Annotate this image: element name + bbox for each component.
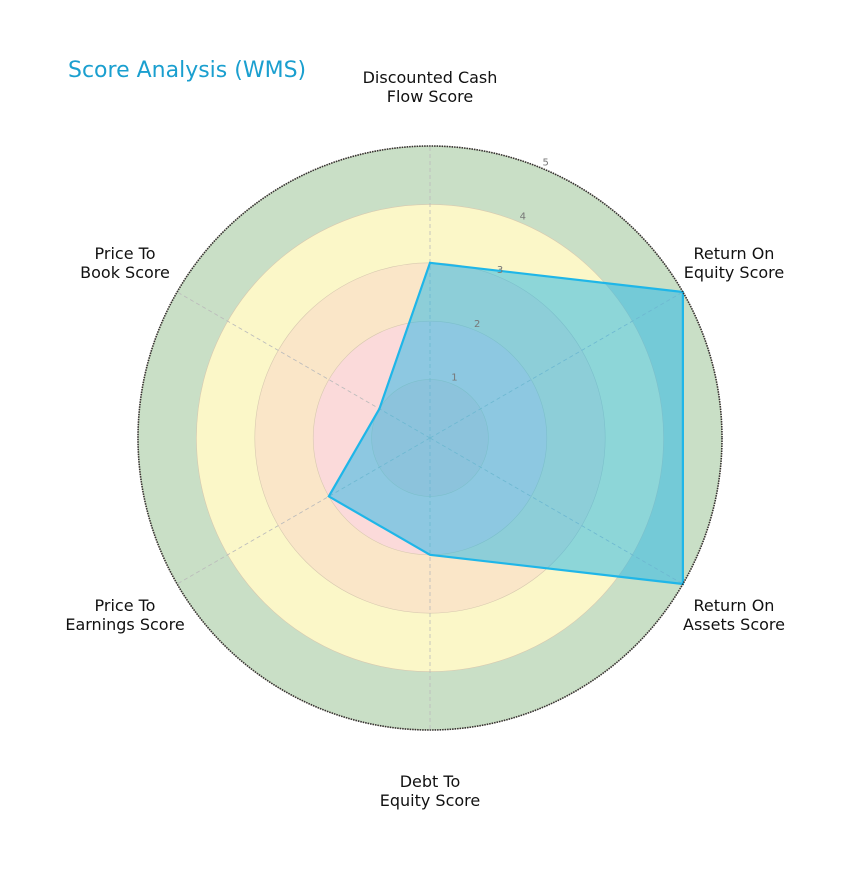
- radial-tick-label: 5: [543, 158, 549, 169]
- axis-label-debt-to-equity: Debt To Equity Score: [379, 772, 481, 810]
- axis-label-price-to-book: Price To Book Score: [80, 244, 170, 282]
- radial-tick-label: 3: [497, 265, 503, 276]
- axis-label-return-on-equity: Return On Equity Score: [683, 244, 785, 282]
- outer-frame: [137, 145, 723, 731]
- radial-tick-labels: 1 2 3 4 5: [451, 158, 549, 384]
- radial-tick-label: 1: [451, 373, 457, 384]
- radial-tick-label: 4: [520, 211, 526, 222]
- radial-tick-label: 2: [474, 319, 480, 330]
- axis-label-price-to-earnings: Price To Earnings Score: [65, 596, 185, 634]
- axis-label-return-on-assets: Return On Assets Score: [683, 596, 785, 634]
- chart-title: Score Analysis (WMS): [68, 58, 307, 83]
- axis-label-discounted-cash-flow: Discounted Cash Flow Score: [362, 68, 498, 106]
